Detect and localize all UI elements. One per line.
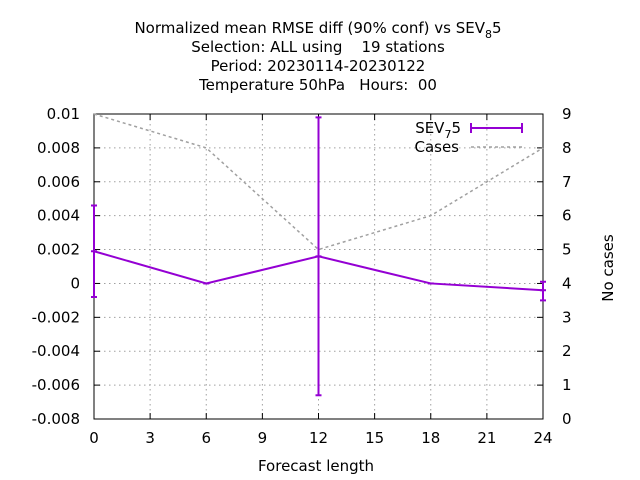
y2-tick-label: 9 [562,105,572,123]
x-tick-label: 3 [145,429,155,447]
y-tick-label: -0.006 [32,376,80,394]
legend-label-sev75: SEV75 [415,119,461,141]
title-line-1: Normalized mean RMSE diff (90% conf) vs … [134,19,501,41]
chart-title: Normalized mean RMSE diff (90% conf) vs … [134,19,501,94]
series-cases [93,113,544,251]
legend-label-sev75-text: SEV [415,119,445,137]
y2-tick-label: 3 [562,308,572,326]
y2-tick-label: 6 [562,207,572,225]
y2-tick-label: 2 [562,342,572,360]
y2-tick-label: 0 [562,410,572,428]
y2-axis-ticks: 0 1 2 3 4 5 6 7 8 9 [537,105,572,428]
title-line-1-suffix: 5 [492,19,502,37]
y-tick-label: 0.006 [37,173,80,191]
legend: SEV75 Cases [414,119,523,156]
cases-line [93,113,544,251]
x-axis-label: Forecast length [258,457,374,475]
y-axis-ticks: -0.008 -0.006 -0.004 -0.002 0 0.002 0.004 0.006… [32,105,100,428]
x-tick-label: 9 [258,429,268,447]
x-axis-ticks: 0 3 6 9 12 15 18 21 24 [89,114,553,447]
x-tick-label: 12 [309,429,328,447]
y2-tick-label: 4 [562,274,572,292]
y2-tick-label: 1 [562,376,572,394]
legend-label-sev75-suffix: 5 [451,119,461,137]
title-line-2: Selection: ALL using 19 stations [191,38,445,56]
y-tick-label: -0.002 [32,308,80,326]
y2-tick-label: 7 [562,173,572,191]
y2-axis-label: No cases [599,234,617,302]
y2-tick-label: 5 [562,241,572,259]
y-tick-label: 0.002 [37,241,80,259]
legend-sample-sev75 [470,123,523,133]
y-tick-label: -0.004 [32,342,80,360]
y-tick-label: 0.01 [47,105,80,123]
y-tick-label: -0.008 [32,410,80,428]
x-tick-label: 21 [477,429,496,447]
legend-label-cases: Cases [414,138,459,156]
y-tick-label: 0.004 [37,207,80,225]
x-tick-label: 6 [201,429,211,447]
y-tick-label: 0 [70,274,80,292]
y2-tick-label: 8 [562,139,572,157]
legend-label-sev75-subscript: 7 [444,128,451,141]
x-tick-label: 15 [365,429,384,447]
x-tick-label: 0 [89,429,99,447]
y-tick-label: 0.008 [37,139,80,157]
series-sev75 [91,116,546,397]
title-line-4: Temperature 50hPa Hours: 00 [198,76,437,94]
x-tick-label: 18 [421,429,440,447]
title-line-1-text: Normalized mean RMSE diff (90% conf) vs … [134,19,485,37]
title-line-1-subscript: 8 [485,28,492,41]
title-line-3: Period: 20230114-20230122 [211,57,426,75]
x-tick-label: 24 [533,429,552,447]
